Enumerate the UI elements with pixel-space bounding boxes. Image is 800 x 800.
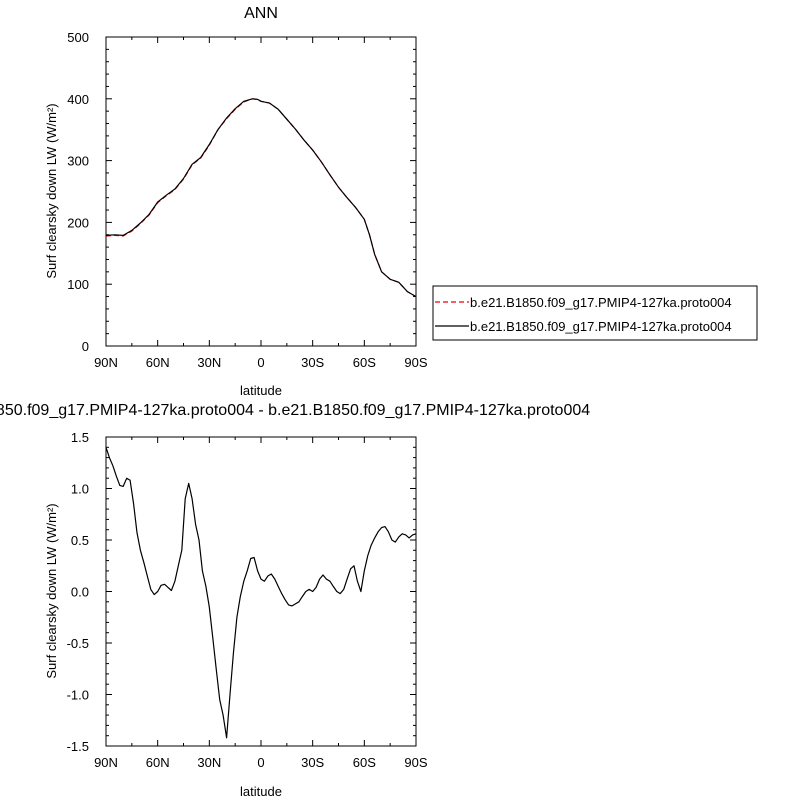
top-plot-area: 90N 60N 30N 0 30S 60S 90S 0 100 200 300 400 500 <box>67 30 428 370</box>
top-x-tick-label: 90N <box>94 355 118 370</box>
top-panel-ylabel: Surf clearsky down LW (W/m²) <box>44 103 59 278</box>
bottom-y-tick-label: 1.5 <box>71 430 89 445</box>
top-control-series-line <box>105 98 417 298</box>
top-y-tick-label: 500 <box>67 30 89 45</box>
bottom-y-tick-label: 0.5 <box>71 533 89 548</box>
top-case-series-line <box>105 98 417 298</box>
bottom-panel-ylabel: Surf clearsky down LW (W/m²) <box>44 503 59 678</box>
bottom-y-tick-label: -1.5 <box>67 739 89 754</box>
top-x-tick-label: 90S <box>404 355 427 370</box>
bottom-panel-title: b.e21.B1850.f09_g17.PMIP4-127ka.proto004… <box>0 402 590 419</box>
top-y-tick-label: 300 <box>67 154 89 169</box>
legend-box <box>432 285 758 341</box>
top-x-tick-label: 60N <box>146 355 170 370</box>
top-panel-xlabel: latitude <box>240 383 282 398</box>
bottom-x-tick-label: 90N <box>94 755 118 770</box>
top-x-tick-label: 0 <box>257 355 264 370</box>
bottom-y-tick-label: 0.0 <box>71 585 89 600</box>
bottom-x-tick-label: 30S <box>301 755 324 770</box>
bottom-panel-xlabel: latitude <box>240 784 282 799</box>
top-x-tick-label: 60S <box>353 355 376 370</box>
top-panel-title: ANN <box>244 5 278 22</box>
bottom-x-tick-label: 90S <box>404 755 427 770</box>
top-panel: ANN 90N 60N 30N 0 30S 60S 90S0100200300400500 … <box>44 5 428 398</box>
legend: b.e21.B1850.f09_g17.PMIP4-127ka.proto004… <box>432 285 758 341</box>
bottom-plot-area: 90N 60N 30N 0 30S 60S 90S -1.5 -1.0 -0.5 0.0 0.5 1.0… <box>67 430 428 770</box>
top-x-tick-label: 30N <box>197 355 221 370</box>
bottom-x-tick-label: 60S <box>353 755 376 770</box>
top-plot-frame <box>105 36 417 347</box>
bottom-y-tick-label: -0.5 <box>67 636 89 651</box>
bottom-panel: b.e21.B1850.f09_g17.PMIP4-127ka.proto004… <box>0 402 590 799</box>
top-y-tick-label: 200 <box>67 215 89 230</box>
bottom-x-tick-label: 60N <box>146 755 170 770</box>
top-x-tick-label: 30S <box>301 355 324 370</box>
bottom-difference-series-line <box>105 447 417 739</box>
legend-label-case: b.e21.B1850.f09_g17.PMIP4-127ka.proto004 <box>470 319 732 334</box>
top-y-tick-label: 400 <box>67 92 89 107</box>
bottom-y-tick-label: 1.0 <box>71 482 89 497</box>
bottom-y-tick-label: -1.0 <box>67 688 89 703</box>
legend-label-control: b.e21.B1850.f09_g17.PMIP4-127ka.proto004 <box>470 295 732 310</box>
bottom-x-tick-label: 0 <box>257 755 264 770</box>
bottom-x-tick-label: 30N <box>197 755 221 770</box>
top-y-tick-label: 0 <box>82 339 89 354</box>
top-y-tick-label: 100 <box>67 277 89 292</box>
